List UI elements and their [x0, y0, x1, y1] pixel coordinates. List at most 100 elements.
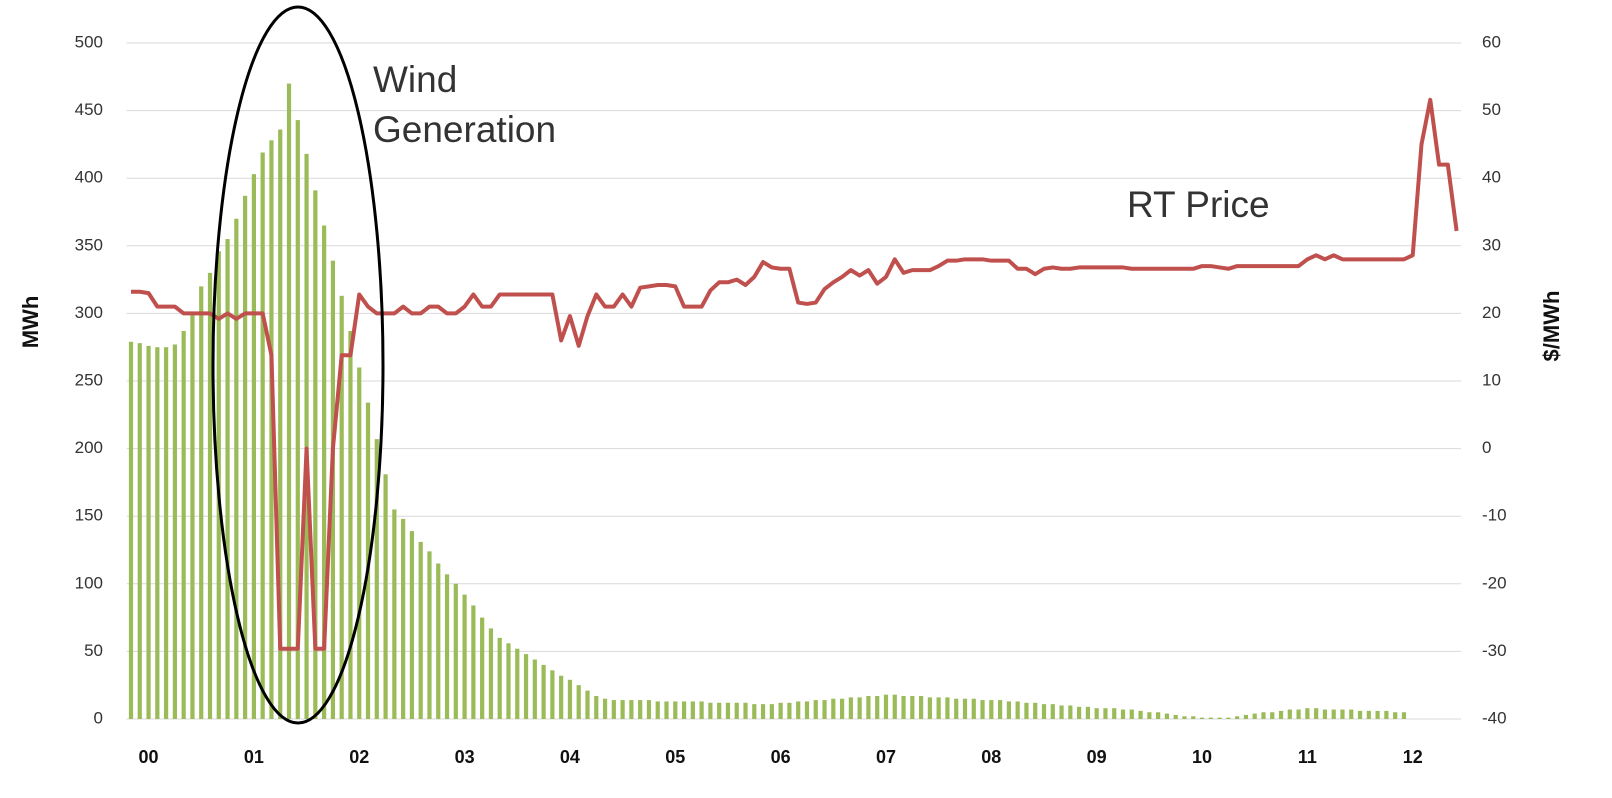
y-tick-label: 500: [75, 32, 103, 51]
bar: [664, 701, 668, 719]
bar: [752, 704, 756, 719]
bar: [1226, 718, 1230, 719]
bar: [1077, 707, 1081, 719]
bar: [1323, 710, 1327, 719]
bar: [533, 660, 537, 719]
x-tick-label: 08: [981, 747, 1001, 767]
bar: [770, 704, 774, 719]
bar: [498, 638, 502, 719]
bar: [726, 703, 730, 719]
bar: [1217, 718, 1221, 719]
bar: [1174, 715, 1178, 719]
line-series: [131, 100, 1457, 649]
bar: [585, 691, 589, 719]
y2-tick-label: 0: [1482, 438, 1491, 457]
bar: [805, 701, 809, 719]
y2-tick-label: -30: [1482, 641, 1507, 660]
bar: [893, 695, 897, 719]
bar: [1112, 708, 1116, 719]
y-tick-label: 150: [75, 506, 103, 525]
bar: [524, 654, 528, 719]
bar: [901, 696, 905, 719]
bar: [419, 542, 423, 719]
bar: [1393, 712, 1397, 719]
y-tick-label: 100: [75, 573, 103, 592]
bar: [489, 628, 493, 719]
bar: [1209, 718, 1213, 719]
bar: [875, 696, 879, 719]
bar: [287, 84, 291, 719]
bar: [559, 676, 563, 719]
bar: [612, 700, 616, 719]
y2-tick-label: -40: [1482, 708, 1507, 727]
bar: [568, 680, 572, 719]
bar: [796, 701, 800, 719]
bar: [682, 701, 686, 719]
bar: [1288, 710, 1292, 719]
bar: [840, 699, 844, 719]
x-tick-label: 03: [455, 747, 475, 767]
bar: [1068, 705, 1072, 719]
bar: [1095, 708, 1099, 719]
x-tick-label: 04: [560, 747, 580, 767]
y-tick-label: 50: [84, 641, 103, 660]
y2-tick-label: 10: [1482, 370, 1501, 389]
bar: [1376, 711, 1380, 719]
y2-tick-label: 30: [1482, 235, 1501, 254]
bar: [919, 696, 923, 719]
bar: [129, 342, 133, 719]
price-line: [131, 100, 1457, 649]
bar: [1384, 711, 1388, 719]
bar: [708, 703, 712, 719]
bar: [717, 703, 721, 719]
bar: [454, 584, 458, 719]
bar: [577, 685, 581, 719]
bar: [1007, 701, 1011, 719]
bar: [735, 703, 739, 719]
bar: [954, 699, 958, 719]
x-tick-label: 11: [1298, 747, 1317, 767]
bar: [761, 704, 765, 719]
y-tick-label: 200: [75, 438, 103, 457]
bar: [603, 699, 607, 719]
x-tick-label: 07: [876, 747, 896, 767]
bar: [779, 703, 783, 719]
bar: [401, 519, 405, 719]
bar: [471, 605, 475, 719]
bar: [138, 343, 142, 719]
bar: [480, 618, 484, 719]
bar: [1156, 712, 1160, 719]
bar: [849, 697, 853, 719]
y-tick-label: 300: [75, 303, 103, 322]
bar: [1051, 704, 1055, 719]
x-tick-label: 01: [244, 747, 264, 767]
bar: [1121, 710, 1125, 719]
bar: [225, 239, 229, 719]
bar: [787, 703, 791, 719]
bar: [190, 313, 194, 719]
bar: [261, 153, 265, 719]
bar: [858, 697, 862, 719]
bar: [629, 700, 633, 719]
bar: [1033, 703, 1037, 719]
bar: [972, 699, 976, 719]
bar: [945, 697, 949, 719]
bar: [357, 367, 361, 719]
bar: [884, 695, 888, 719]
bar: [1296, 710, 1300, 719]
bar: [550, 670, 554, 719]
bar: [164, 347, 168, 719]
bar: [594, 696, 598, 719]
bar: [515, 649, 519, 719]
bar: [831, 699, 835, 719]
page: MWh $/MWh Wind Generation RT Price 05010…: [0, 0, 1612, 798]
bar: [208, 273, 212, 719]
bar: [1332, 710, 1336, 719]
bar: [1086, 707, 1090, 719]
bar: [1402, 712, 1406, 719]
bar: [1349, 710, 1353, 719]
bar: [383, 474, 387, 719]
x-tick-label: 00: [139, 747, 159, 767]
bar: [506, 643, 510, 719]
bar: [304, 154, 308, 719]
